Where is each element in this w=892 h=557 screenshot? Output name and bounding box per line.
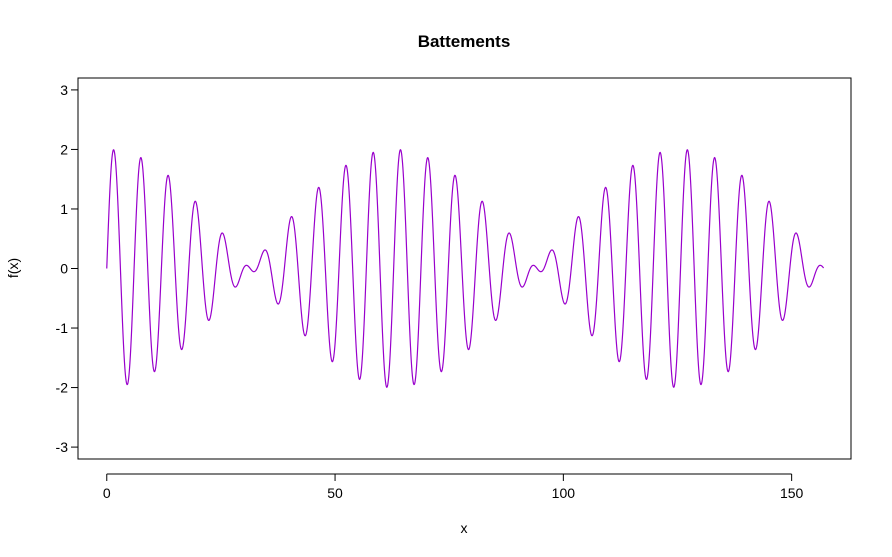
x-tick-label: 100 — [552, 485, 576, 501]
y-tick-label: 0 — [60, 261, 68, 277]
y-tick-label: 2 — [60, 141, 68, 157]
x-tick-label: 50 — [327, 485, 343, 501]
y-axis: -3 -2 -1 0 1 2 3 — [56, 82, 79, 455]
y-axis-label: f(x) — [5, 258, 21, 278]
x-tick-label: 150 — [780, 485, 804, 501]
y-tick-label: 3 — [60, 82, 68, 98]
y-tick-label: -3 — [56, 439, 69, 455]
y-tick-label: -2 — [56, 380, 69, 396]
y-tick-label: -1 — [56, 320, 69, 336]
x-axis-label: x — [461, 520, 468, 536]
y-tick-label: 1 — [60, 201, 68, 217]
series-line — [106, 149, 825, 388]
chart-title: Battements — [418, 32, 511, 51]
x-tick-label: 0 — [103, 485, 111, 501]
x-axis: 0 50 100 150 — [103, 473, 804, 501]
